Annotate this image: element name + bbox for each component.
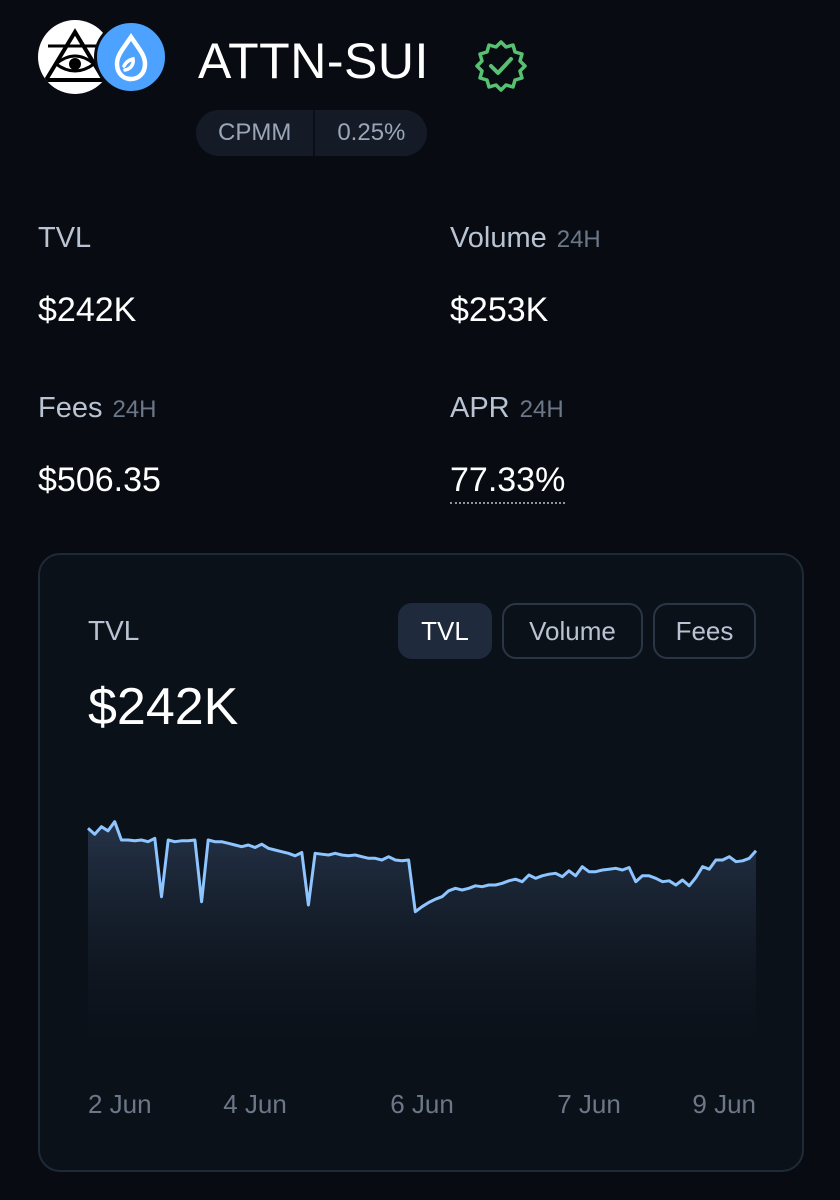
fee-tier-badge: 0.25% (313, 110, 427, 156)
x-tick-label: 6 Jun (390, 1089, 454, 1119)
stat-apr-value[interactable]: 77.33% (450, 461, 566, 504)
chart-metric-label: TVL (88, 615, 140, 646)
pool-type-badge: CPMM (218, 119, 292, 146)
sui-token-logo (94, 20, 168, 94)
stat-volume-value: $253K (450, 291, 549, 329)
stat-tvl: TVL $242K (38, 222, 136, 330)
stat-tvl-label: TVL (38, 222, 136, 255)
x-tick-label: 7 Jun (557, 1089, 621, 1119)
tab-tvl[interactable]: TVL (398, 603, 492, 659)
tvl-area-fill (88, 821, 756, 1045)
stat-tvl-value: $242K (38, 291, 137, 329)
x-tick-label: 4 Jun (223, 1089, 287, 1119)
pool-tags: CPMM 0.25% (196, 110, 428, 156)
stat-fees-label: Fees 24H (38, 392, 161, 425)
x-tick-label: 9 Jun (692, 1089, 756, 1119)
chart-card: TVL $242K TVL Volume Fees 2 Jun 4 Jun 6 Ju… (38, 553, 804, 1172)
stat-fees-value: $506.35 (38, 461, 161, 499)
stat-volume-label-text: Volume (450, 222, 547, 254)
stat-apr-label: APR 24H (450, 392, 565, 425)
stat-tvl-label-text: TVL (38, 222, 92, 254)
stat-volume: Volume 24H $253K (450, 222, 601, 330)
stat-volume-period: 24H (556, 226, 601, 253)
tab-fees[interactable]: Fees (653, 603, 756, 659)
stat-fees: Fees 24H $506.35 (38, 392, 161, 500)
stat-fees-period: 24H (112, 396, 157, 423)
stat-apr-period: 24H (519, 396, 564, 423)
pool-name: ATTN-SUI (198, 33, 429, 89)
tvl-chart: 2 Jun 4 Jun 6 Jun 7 Jun 9 Jun (87, 820, 758, 1119)
chart-metric-value: $242K (88, 678, 239, 736)
x-tick-label: 2 Jun (88, 1089, 152, 1119)
tab-volume[interactable]: Volume (502, 603, 643, 659)
stat-apr-label-text: APR (450, 392, 510, 424)
stat-apr: APR 24H 77.33% (450, 392, 566, 504)
stat-volume-label: Volume 24H (450, 222, 601, 255)
sui-droplet-icon (114, 32, 148, 82)
stat-fees-label-text: Fees (38, 392, 103, 424)
tvl-series-line (87, 820, 758, 914)
verified-badge-icon (474, 38, 528, 92)
